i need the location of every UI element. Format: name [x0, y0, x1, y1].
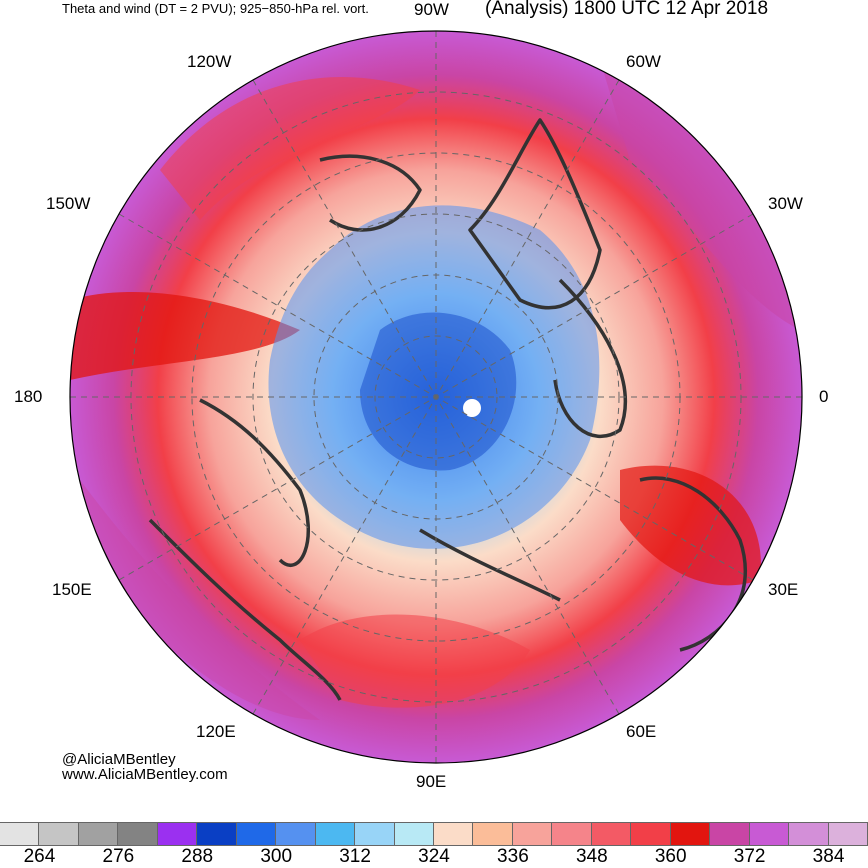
purple-region-ne [600, 60, 800, 330]
colorbar-tick-label: 372 [733, 846, 766, 867]
colorbar-swatch [355, 822, 395, 846]
colorbar-tick-label: 288 [181, 846, 214, 867]
colorbar-swatch [473, 822, 513, 846]
colorbar-tick-label: 360 [654, 846, 687, 867]
colorbar-swatch [433, 822, 474, 846]
colorbar-swatch [236, 822, 277, 846]
colorbar-swatch [749, 822, 790, 846]
label-150e: 150E [52, 580, 92, 599]
colorbar-tick-label: 276 [102, 846, 135, 867]
label-60e: 60E [626, 722, 657, 741]
label-120e: 120E [196, 722, 236, 741]
colorbar-tick-label: 324 [418, 846, 450, 867]
colorbar-swatch [39, 822, 79, 846]
colorbar-swatch [828, 822, 868, 846]
label-90w: 90W [414, 0, 449, 19]
colorbar-swatch [631, 822, 671, 846]
warm-anomaly-north [160, 76, 420, 221]
colorbar-swatch [552, 822, 592, 846]
label-30e: 30E [768, 580, 799, 599]
colorbar-swatch [710, 822, 750, 846]
colorbar-swatch [670, 822, 711, 846]
colorbar-swatch [315, 822, 356, 846]
author-website: www.AliciaMBentley.com [62, 766, 228, 783]
label-150w: 150W [46, 194, 91, 213]
colorbar-tick-label: 264 [23, 846, 56, 867]
theta-colorbar [0, 822, 868, 846]
colorbar-swatch [157, 822, 198, 846]
colorbar-swatch [394, 822, 434, 846]
colorbar-swatch [78, 822, 119, 846]
colorbar-swatch [512, 822, 553, 846]
label-90e: 90E [416, 772, 447, 791]
label-120w: 120W [187, 52, 232, 71]
warm-anomaly-pacific [70, 291, 300, 380]
label-0: 0 [819, 387, 829, 406]
colorbar-swatch [118, 822, 158, 846]
cold-pool [268, 205, 600, 549]
colorbar-tick-label: 336 [497, 846, 529, 867]
colorbar-swatch [0, 822, 40, 846]
colorbar-swatch [197, 822, 237, 846]
colorbar-tick-label: 384 [812, 846, 845, 867]
pole-marker [463, 399, 481, 417]
grid-lines [70, 31, 802, 763]
map-title: Theta and wind (DT = 2 PVU); 925−850-hPa… [62, 1, 369, 16]
colorbar-swatch [789, 822, 829, 846]
map-border [69, 30, 803, 764]
label-30w: 30W [768, 194, 803, 213]
label-180: 180 [14, 387, 43, 406]
coastlines [148, 118, 747, 701]
colorbar-swatch [591, 822, 632, 846]
author-handle: @AliciaMBentley [62, 751, 176, 768]
colorbar-tick-label: 312 [339, 846, 371, 867]
colorbar-tick-label: 348 [575, 846, 608, 867]
label-60w: 60W [626, 52, 661, 71]
colorbar-tick-label: 300 [260, 846, 293, 867]
polar-map [69, 30, 803, 764]
analysis-timestamp: (Analysis) 1800 UTC 12 Apr 2018 [485, 0, 769, 19]
warm-anomaly-east [620, 465, 761, 586]
colorbar-swatch [276, 822, 316, 846]
